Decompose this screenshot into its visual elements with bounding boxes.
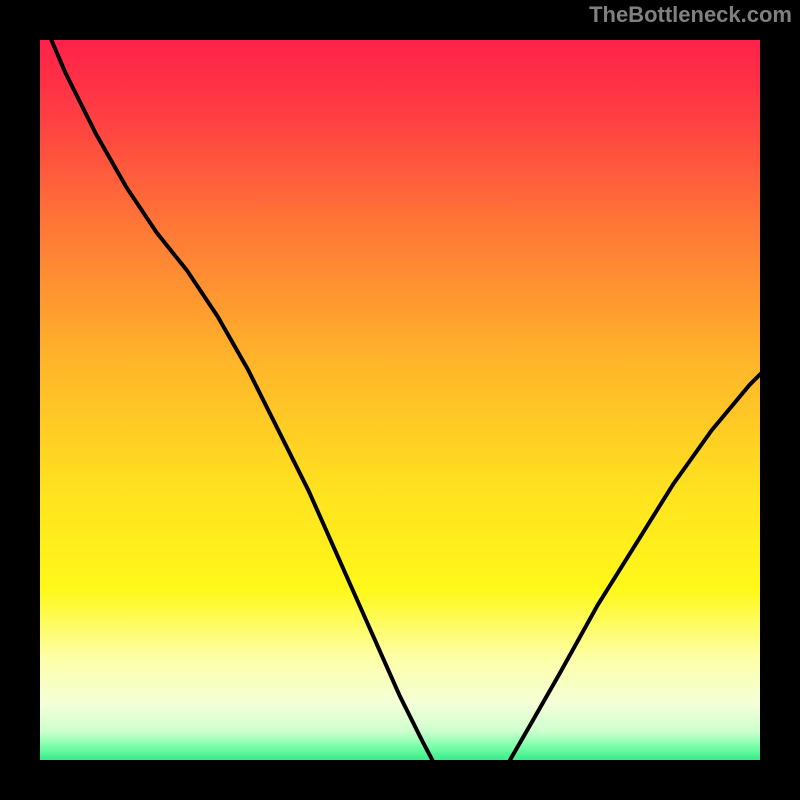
- chart-background: [20, 20, 780, 780]
- bottleneck-chart: [0, 0, 800, 800]
- chart-container: TheBottleneck.com: [0, 0, 800, 800]
